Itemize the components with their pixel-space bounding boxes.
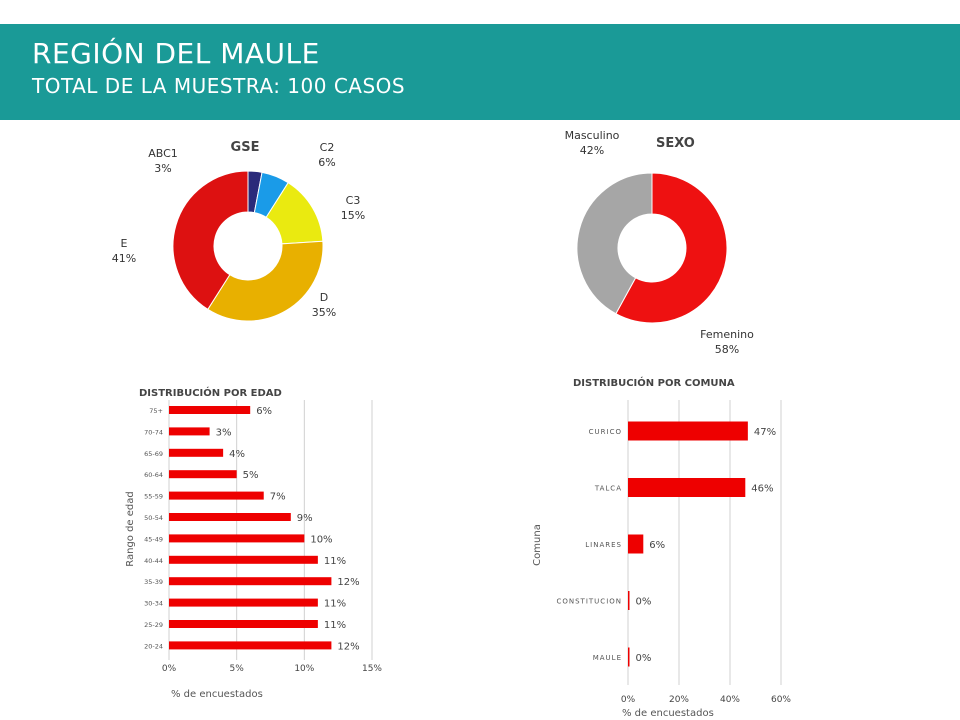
data-label: 11%: [324, 620, 346, 631]
bar-50-54: [169, 513, 291, 521]
gse-donut-chart: GSE ABC1 3% C2 6% C3 15% D 35% E 41%: [112, 140, 365, 322]
category-label: CONSTITUCION: [556, 598, 622, 606]
sexo-donut-chart: SEXO Femenino 58% Masculino 42%: [565, 129, 755, 356]
data-label: 3%: [216, 427, 232, 438]
label-c3: C3: [346, 194, 361, 207]
x-tick-label: 10%: [294, 664, 314, 674]
data-label: 12%: [337, 641, 359, 652]
category-label: TALCA: [594, 485, 622, 493]
slice-e: [172, 170, 249, 311]
x-tick-label: 15%: [362, 664, 382, 674]
category-label: 20-24: [144, 642, 163, 650]
label-c2: C2: [320, 141, 335, 154]
category-label: 50-54: [144, 514, 163, 522]
bar-45-49: [169, 534, 305, 543]
slice-d: [207, 240, 324, 322]
data-label: 5%: [243, 470, 259, 481]
comuna-bar-chart: DISTRIBUCIÓN POR COMUNA Comuna % de encu…: [532, 376, 791, 718]
edad-ylabel: Rango de edad: [125, 491, 136, 567]
value-label-abc1: 3%: [154, 162, 171, 175]
category-label: 30-34: [144, 600, 163, 608]
data-label: 6%: [256, 406, 272, 417]
x-tick-label: 40%: [720, 695, 740, 705]
x-tick-label: 0%: [162, 664, 177, 674]
bar-60-64: [169, 470, 237, 479]
data-label: 7%: [270, 492, 286, 503]
comuna-title: DISTRIBUCIÓN POR COMUNA: [573, 376, 735, 389]
bar-curico: [628, 421, 748, 441]
value-label-e: 41%: [112, 252, 136, 265]
bar-25-29: [169, 620, 318, 628]
category-label: MAULE: [593, 654, 622, 662]
bar-linares: [628, 534, 644, 554]
data-label: 6%: [649, 540, 665, 551]
comuna-ylabel: Comuna: [532, 524, 543, 566]
category-label: 70-74: [144, 428, 163, 436]
data-label: 12%: [337, 577, 359, 588]
data-label: 0%: [636, 653, 652, 664]
x-tick-label: 20%: [669, 695, 689, 705]
value-label-femenino: 58%: [715, 343, 739, 356]
bar-40-44: [169, 555, 318, 564]
bar-65-69: [169, 448, 224, 457]
category-label: 40-44: [144, 557, 163, 565]
value-label-masculino: 42%: [580, 144, 604, 157]
value-label-c2: 6%: [318, 156, 335, 169]
edad-title: DISTRIBUCIÓN POR EDAD: [139, 386, 282, 399]
data-label: 9%: [297, 513, 313, 524]
bar-75: [169, 406, 251, 414]
data-label: 0%: [636, 597, 652, 608]
label-e: E: [121, 237, 128, 250]
x-tick-label: 0%: [621, 695, 636, 705]
bar-maule: [628, 647, 630, 667]
value-label-c3: 15%: [341, 209, 365, 222]
edad-bar-chart: DISTRIBUCIÓN POR EDAD Rango de edad % de…: [125, 386, 382, 700]
category-label: 45-49: [144, 535, 163, 543]
comuna-xlabel: % de encuestados: [622, 708, 714, 718]
page-subtitle: TOTAL DE LA MUESTRA: 100 CASOS: [32, 74, 406, 98]
x-tick-label: 60%: [771, 695, 791, 705]
category-label: 75+: [149, 407, 163, 415]
bar-constitucion: [628, 591, 630, 610]
header-banner: [0, 24, 960, 120]
bar-talca: [628, 478, 746, 497]
bar-70-74: [169, 427, 210, 436]
sexo-title: SEXO: [656, 136, 695, 151]
category-label: 55-59: [144, 493, 163, 501]
value-label-d: 35%: [312, 306, 336, 319]
data-label: 10%: [310, 534, 332, 545]
bar-20-24: [169, 641, 332, 650]
bar-35-39: [169, 577, 332, 586]
slice-masculino: [576, 172, 653, 315]
x-tick-label: 5%: [230, 664, 245, 674]
label-femenino: Femenino: [700, 328, 754, 341]
category-label: 60-64: [144, 471, 163, 479]
page-title: REGIÓN DEL MAULE: [32, 37, 320, 70]
category-label: 65-69: [144, 450, 163, 458]
gse-title: GSE: [231, 140, 260, 155]
label-masculino: Masculino: [565, 129, 620, 142]
data-label: 46%: [751, 484, 773, 495]
data-label: 47%: [754, 427, 776, 438]
label-abc1: ABC1: [148, 147, 178, 160]
bar-55-59: [169, 491, 264, 500]
category-label: LINARES: [585, 541, 622, 549]
category-label: 25-29: [144, 621, 163, 629]
data-label: 11%: [324, 556, 346, 567]
bar-30-34: [169, 598, 318, 607]
label-d: D: [320, 291, 328, 304]
edad-xlabel: % de encuestados: [171, 689, 263, 700]
data-label: 11%: [324, 599, 346, 610]
category-label: 35-39: [144, 578, 163, 586]
data-label: 4%: [229, 449, 245, 460]
category-label: CURICO: [589, 428, 622, 436]
slice-femenino: [615, 172, 728, 324]
